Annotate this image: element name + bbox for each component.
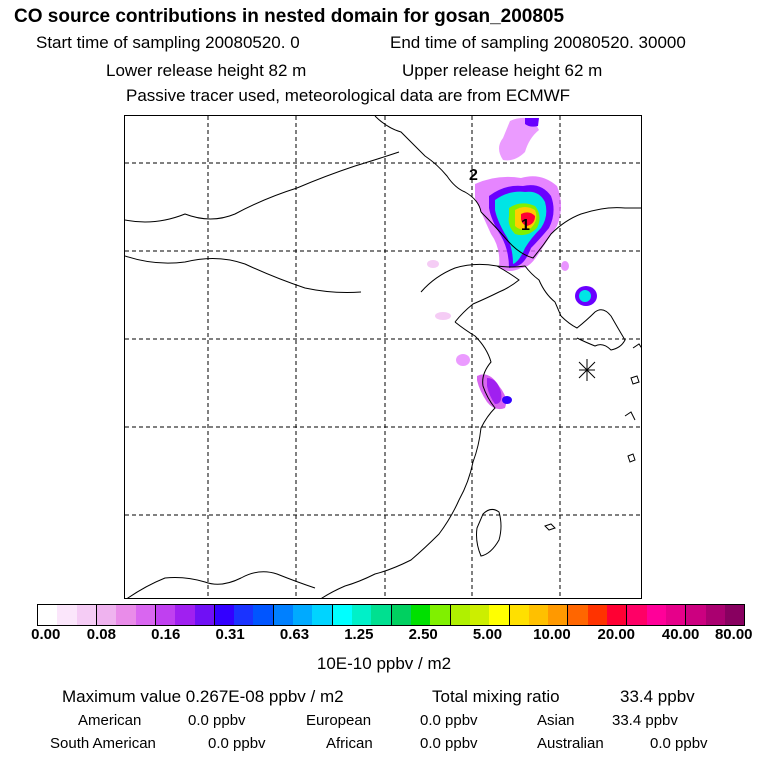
colorbar-cell [627, 605, 647, 625]
colorbar-cell [312, 605, 333, 625]
colorbar [37, 604, 745, 626]
colorbar-cell [489, 605, 510, 625]
colorbar-tick-label: 40.00 [661, 626, 700, 643]
colorbar-cell [391, 605, 411, 625]
colorbar-tick-label: 80.00 [714, 626, 753, 643]
region-southamerican-name: South American [50, 735, 156, 752]
end-time-label: End time of sampling 20080520. 30000 [390, 33, 686, 52]
colorbar-cell [568, 605, 588, 625]
max-value-label: Maximum value 0.267E-08 ppbv / m2 [62, 687, 344, 706]
colorbar-tick-label: 20.00 [597, 626, 636, 643]
colorbar-cell [705, 605, 725, 625]
region-african-name: African [326, 735, 373, 752]
colorbar-tick-label: 10.00 [533, 626, 571, 643]
colorbar-cell [253, 605, 274, 625]
colorbar-cell [371, 605, 392, 625]
colorbar-cell [724, 605, 745, 625]
lower-release-label: Lower release height 82 m [106, 61, 307, 80]
colorbar-tick-label: 2.50 [408, 626, 438, 643]
plot-title: CO source contributions in nested domain… [14, 6, 565, 27]
colorbar-tick-label: 0.16 [151, 626, 181, 643]
colorbar-cell [116, 605, 136, 625]
colorbar-tick-label: 1.25 [344, 626, 374, 643]
colorbar-cell [646, 605, 666, 625]
colorbar-cell [410, 605, 431, 625]
colorbar-cell [293, 605, 313, 625]
map-panel: 1 2 [124, 115, 642, 599]
colorbar-tick-label: 5.00 [472, 626, 503, 643]
colorbar-cell [38, 605, 58, 625]
colorbar-cell [686, 605, 706, 625]
region-european-value: 0.0 ppbv [420, 712, 478, 729]
region-australian-value: 0.0 ppbv [650, 735, 708, 752]
colorbar-cell [234, 605, 254, 625]
colorbar-cell [352, 605, 372, 625]
colorbar-cell [666, 605, 687, 625]
region-asian-value: 33.4 ppbv [612, 712, 678, 729]
region-australian-name: Australian [537, 735, 604, 752]
region-american-name: American [78, 712, 142, 729]
map-svg: 1 2 [125, 116, 641, 598]
region-american-value: 0.0 ppbv [188, 712, 246, 729]
colorbar-cell [528, 605, 549, 625]
receptor-star-icon [578, 359, 596, 381]
colorbar-cell [607, 605, 628, 625]
total-mixing-value: 33.4 ppbv [620, 687, 695, 706]
colorbar-cell [76, 605, 97, 625]
colorbar-cell [135, 605, 156, 625]
colorbar-cell [430, 605, 451, 625]
region-european-name: European [306, 712, 372, 729]
colorbar-cell [57, 605, 77, 625]
colorbar-tick-label: 0.63 [279, 626, 310, 643]
colorbar-cell [450, 605, 470, 625]
region-asian-name: Asian [537, 712, 575, 729]
colorbar-cell [469, 605, 490, 625]
colorbar-tick-label: 0.00 [31, 626, 61, 643]
coastlines [125, 116, 641, 598]
tracer-note: Passive tracer used, meteorological data… [126, 86, 571, 105]
marker-2-label: 2 [469, 167, 478, 184]
colorbar-cell [332, 605, 352, 625]
colorbar-cell [548, 605, 569, 625]
total-mixing-label: Total mixing ratio [432, 687, 560, 706]
colorbar-cell [175, 605, 195, 625]
colorbar-cell [509, 605, 529, 625]
colorbar-cell [194, 605, 215, 625]
colorbar-cell [155, 605, 176, 625]
concentration-plume [427, 117, 597, 410]
region-southamerican-value: 0.0 ppbv [208, 735, 266, 752]
colorbar-cell [273, 605, 294, 625]
marker-1-label: 1 [521, 217, 530, 234]
start-time-label: Start time of sampling 20080520. 0 [36, 33, 300, 52]
colorbar-tick-label: 0.31 [215, 626, 245, 643]
region-african-value: 0.0 ppbv [420, 735, 478, 752]
colorbar-cell [214, 605, 235, 625]
colorbar-unit: 10E-10 ppbv / m2 [316, 654, 452, 673]
upper-release-label: Upper release height 62 m [402, 61, 603, 80]
colorbar-cell [96, 605, 117, 625]
colorbar-cell [587, 605, 608, 625]
colorbar-tick-label: 0.08 [86, 626, 116, 643]
grid-lines [125, 116, 641, 598]
